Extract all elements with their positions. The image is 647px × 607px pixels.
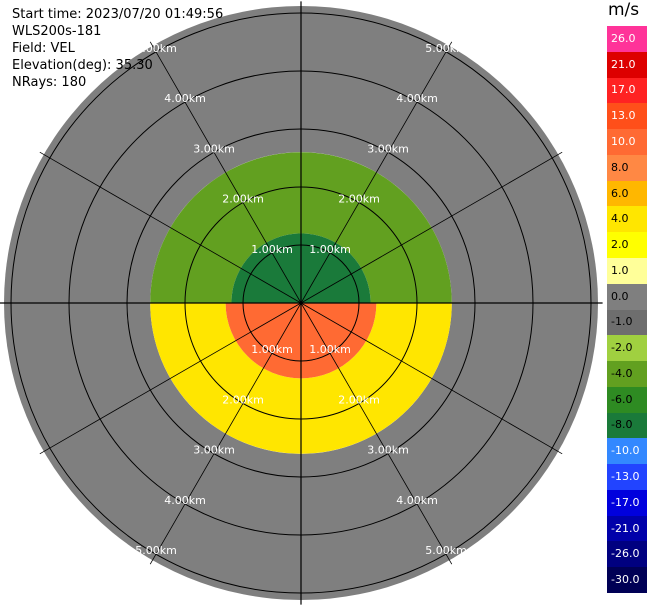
colorbar-swatch: 21.0 — [607, 51, 647, 79]
azimuth-spoke — [300, 41, 453, 304]
range-ring-label: 3.00km — [367, 444, 409, 457]
range-ring-label: 3.00km — [193, 142, 235, 155]
range-ring-label: 4.00km — [396, 92, 438, 105]
colorbar-swatch: 26.0 — [607, 26, 647, 53]
azimuth-spoke — [300, 151, 563, 304]
colorbar-swatch: 17.0 — [607, 77, 647, 104]
range-ring-label: 5.00km — [135, 42, 177, 55]
range-ring-label: 4.00km — [164, 494, 206, 507]
colorbar-swatch: 10.0 — [607, 129, 647, 156]
field-text: Field: VEL — [12, 41, 75, 56]
colorbar-label: 2.0 — [611, 238, 629, 252]
range-ring-label: 2.00km — [338, 393, 380, 406]
range-ring-label: 1.00km — [251, 343, 293, 356]
colorbar-label: 4.0 — [611, 212, 629, 226]
ppi-plot: 1.00km 1.00km 1.00km 1.00km 2.00km 2.00km 2.00… — [0, 1, 603, 605]
range-ring-label: 3.00km — [193, 444, 235, 457]
colorbar-label: -8.0 — [611, 418, 633, 432]
nrays-text: NRays: 180 — [12, 75, 87, 90]
colorbar-swatch: 2.0 — [607, 232, 647, 259]
range-ring-label: 2.00km — [338, 193, 380, 206]
azimuth-spoke — [39, 302, 302, 455]
colorbar-swatch: -6.0 — [607, 386, 647, 414]
colorbar-swatch: 0.0 — [607, 283, 647, 310]
range-ring-label: 1.00km — [309, 243, 351, 256]
scan-info: Start time: 2023/07/20 01:49:56 WLS200s-… — [12, 6, 223, 91]
colorbar-label: 17.0 — [611, 83, 636, 97]
colorbar-label: 0.0 — [611, 289, 629, 303]
azimuth-spoke — [300, 302, 453, 565]
colorbar-label: -4.0 — [611, 366, 633, 380]
station-name-text: WLS200s-181 — [12, 24, 102, 39]
colorbar-swatch: 8.0 — [607, 154, 647, 182]
colorbar-label: -2.0 — [611, 341, 633, 355]
colorbar-label: -10.0 — [611, 444, 640, 458]
range-ring-grid — [0, 1, 603, 605]
colorbar-swatch: -21.0 — [607, 515, 647, 542]
azimuth-spoke — [39, 151, 302, 304]
colorbar-swatch: 13.0 — [607, 103, 647, 130]
range-ring-label: 5.00km — [425, 42, 467, 55]
colorbar-label: 21.0 — [611, 57, 636, 71]
colorbar-swatch: -1.0 — [607, 309, 647, 336]
azimuth-spoke — [149, 41, 302, 304]
colorbar-swatch: -26.0 — [607, 541, 647, 568]
colorbar-label: -6.0 — [611, 392, 633, 406]
colorbar-label: 26.0 — [611, 31, 636, 45]
velocity-colorbar: 26.0 21.0 17.0 13.0 10.0 8.0 6.0 4.0 2.0 1.0 0.0 -1… — [607, 26, 647, 594]
range-ring-label: 4.00km — [164, 92, 206, 105]
colorbar-swatch: -2.0 — [607, 335, 647, 362]
colorbar-label: -13.0 — [611, 470, 640, 483]
colorbar-label: 6.0 — [611, 186, 629, 200]
range-ring-label: 5.00km — [135, 544, 177, 557]
colorbar-label: 8.0 — [611, 160, 629, 174]
range-ring-label: 1.00km — [309, 343, 351, 356]
colorbar-swatch: 1.0 — [607, 257, 647, 285]
colorbar-swatch: -8.0 — [607, 412, 647, 439]
range-ring-label: 4.00km — [396, 494, 438, 507]
colorbar-label: -1.0 — [611, 315, 633, 329]
colorbar-swatch: -30.0 — [607, 567, 647, 594]
colorbar-unit: m/s — [608, 0, 640, 20]
colorbar-swatch: 4.0 — [607, 206, 647, 233]
colorbar-label: -26.0 — [611, 547, 640, 561]
colorbar-label: 10.0 — [611, 134, 636, 148]
range-ring-label: 1.00km — [251, 243, 293, 256]
azimuth-spoke — [149, 302, 302, 565]
start-time-text: Start time: 2023/07/20 01:49:56 — [12, 7, 224, 22]
colorbar-swatch: -4.0 — [607, 361, 647, 388]
colorbar-label: -21.0 — [611, 521, 640, 535]
colorbar-swatch: -17.0 — [607, 489, 647, 517]
colorbar-label: -30.0 — [611, 573, 640, 587]
range-ring-label: 5.00km — [425, 544, 467, 557]
range-ring-label: 3.00km — [367, 142, 409, 155]
range-ring-label: 2.00km — [222, 193, 264, 206]
elevation-text: Elevation(deg): 35.30 — [12, 58, 153, 73]
colorbar-label: 13.0 — [611, 109, 636, 123]
velocity-sector — [4, 6, 598, 600]
colorbar-swatch: -13.0 — [607, 464, 647, 491]
colorbar-swatch: -10.0 — [607, 438, 647, 465]
range-ring-labels: 1.00km 1.00km 1.00km 1.00km 2.00km 2.00km 2.00… — [135, 42, 467, 557]
colorbar-label: 1.0 — [611, 263, 629, 277]
colorbar-swatch: 6.0 — [607, 180, 647, 207]
range-ring-label: 2.00km — [222, 393, 264, 406]
azimuth-spoke — [300, 302, 563, 455]
colorbar-label: -17.0 — [611, 495, 640, 509]
